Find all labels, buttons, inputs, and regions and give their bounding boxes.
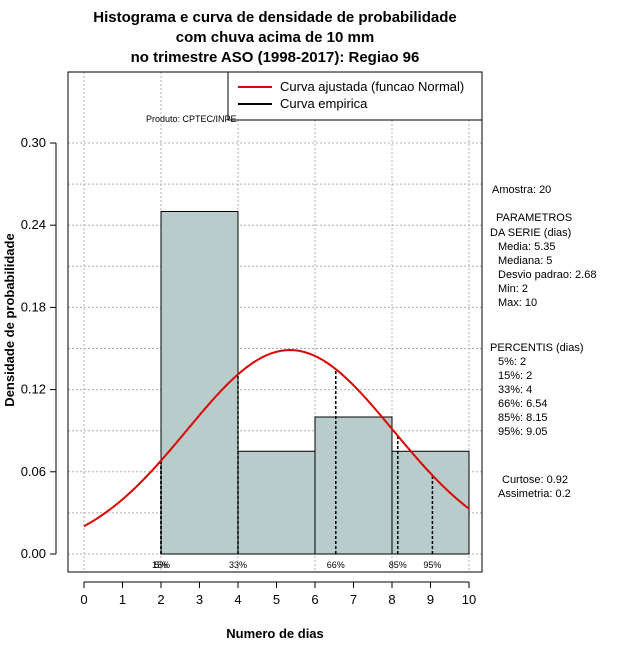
pct-33: 33%: 4 <box>498 384 532 396</box>
sample-size: Amostra: 20 <box>492 184 551 196</box>
x-tick-label: 5 <box>273 592 280 607</box>
chart-title-line-2: com chuva acima de 10 mm <box>176 29 374 46</box>
x-tick-label: 6 <box>311 592 318 607</box>
pct-5: 5%: 2 <box>498 356 526 368</box>
y-tick-label: 0.06 <box>21 464 46 479</box>
param-min: Min: 2 <box>498 283 528 295</box>
pct-85: 85%: 8.15 <box>498 412 548 424</box>
x-tick-label: 8 <box>388 592 395 607</box>
curve-layer <box>83 349 470 528</box>
curtose: Curtose: 0.92 <box>502 474 568 486</box>
y-tick-label: 0.00 <box>21 546 46 561</box>
histogram-bar <box>314 416 393 555</box>
pct-95: 95%: 9.05 <box>498 426 548 438</box>
x-tick-label: 3 <box>196 592 203 607</box>
normal-fit-curve <box>83 349 470 528</box>
x-tick-label: 10 <box>462 592 476 607</box>
histogram-bar <box>391 450 470 555</box>
x-tick-label: 2 <box>157 592 164 607</box>
pct-15: 15%: 2 <box>498 370 532 382</box>
percentile-label: 15% <box>152 560 170 570</box>
legend-label-empirical: Curva empirica <box>280 96 368 111</box>
y-axis: 0.00 0.06 0.12 0.18 0.24 0.30 <box>21 135 57 561</box>
percentile-layer: 5%15% 33% 66% 85% 95% <box>152 369 441 570</box>
x-tick-label: 9 <box>427 592 434 607</box>
assimetria: Assimetria: 0.2 <box>498 488 571 500</box>
percentis-title: PERCENTIS (dias) <box>490 342 584 354</box>
x-tick-label: 1 <box>119 592 126 607</box>
params-title: PARAMETROS <box>496 212 572 224</box>
param-max: Max: 10 <box>498 297 537 309</box>
side-panel: Amostra: 20 PARAMETROS DA SERIE (dias) M… <box>490 184 596 500</box>
y-tick-label: 0.12 <box>21 382 46 397</box>
chart-title-line-3: no trimestre ASO (1998-2017): Regiao 96 <box>131 49 420 66</box>
x-axis: 0 1 2 3 4 5 6 7 8 9 10 <box>80 581 476 607</box>
pct-66: 66%: 6.54 <box>498 398 548 410</box>
x-tick-label: 4 <box>234 592 241 607</box>
y-axis-title: Densidade de probabilidade <box>2 233 17 406</box>
params-subtitle: DA SERIE (dias) <box>490 227 571 239</box>
x-tick-label: 7 <box>350 592 357 607</box>
y-tick-label: 0.30 <box>21 135 46 150</box>
histogram-bar <box>237 450 316 555</box>
chart-title-line-1: Histograma e curva de densidade de proba… <box>93 9 456 26</box>
histogram-bar <box>160 211 239 555</box>
legend-box <box>227 71 483 121</box>
y-tick-label: 0.24 <box>21 217 46 232</box>
x-axis-title: Numero de dias <box>226 626 324 641</box>
percentile-label: 95% <box>423 560 441 570</box>
param-desvio: Desvio padrao: 2.68 <box>498 269 596 281</box>
percentile-label: 85% <box>389 560 407 570</box>
percentile-label: 5% <box>154 560 167 570</box>
x-tick-label: 0 <box>80 592 87 607</box>
y-tick-label: 0.18 <box>21 299 46 314</box>
product-label: Produto: CPTEC/INPE <box>146 114 237 124</box>
param-media: Media: 5.35 <box>498 241 555 253</box>
bars-layer <box>160 211 470 555</box>
legend-label-fitted: Curva ajustada (funcao Normal) <box>280 79 464 94</box>
percentile-label: 66% <box>327 560 345 570</box>
percentile-label: 33% <box>229 560 247 570</box>
legend: Curva ajustada (funcao Normal) Curva emp… <box>227 71 483 121</box>
param-mediana: Mediana: 5 <box>498 255 552 267</box>
